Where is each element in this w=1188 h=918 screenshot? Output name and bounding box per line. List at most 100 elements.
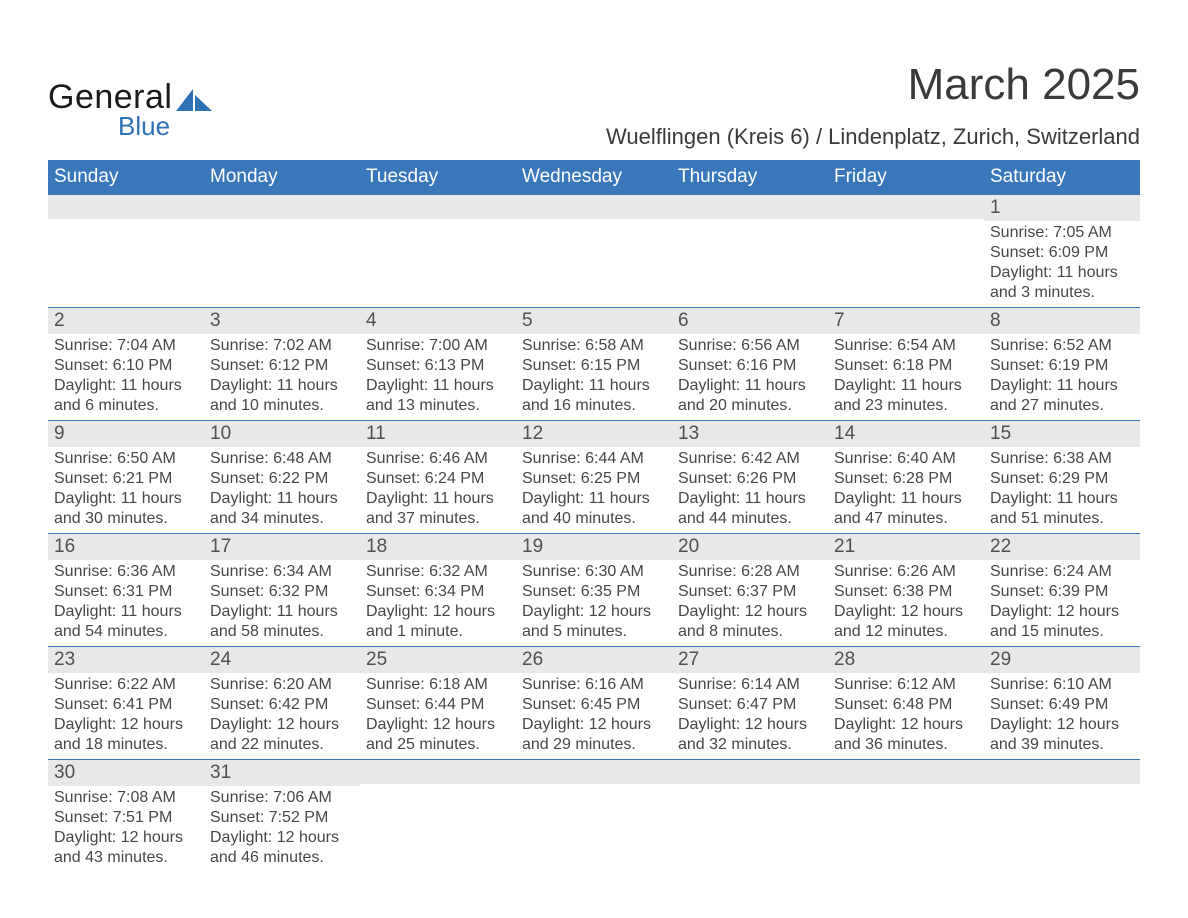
week-row: 1Sunrise: 7:05 AMSunset: 6:09 PMDaylight… <box>48 194 1140 307</box>
day-number: 9 <box>48 421 204 447</box>
day-cell: 26Sunrise: 6:16 AMSunset: 6:45 PMDayligh… <box>516 647 672 759</box>
sunset-line: Sunset: 6:41 PM <box>54 695 198 715</box>
weekday-label: Thursday <box>672 160 828 194</box>
sunrise-line: Sunrise: 6:20 AM <box>210 675 354 695</box>
day-number: 29 <box>984 647 1140 673</box>
weekday-label: Saturday <box>984 160 1140 194</box>
title-block: March 2025 Wuelflingen (Kreis 6) / Linde… <box>606 60 1140 150</box>
sunset-line: Sunset: 6:42 PM <box>210 695 354 715</box>
daylight-line: and 46 minutes. <box>210 848 354 868</box>
daylight-line: and 13 minutes. <box>366 396 510 416</box>
weekday-label: Monday <box>204 160 360 194</box>
sunset-line: Sunset: 6:44 PM <box>366 695 510 715</box>
day-number: 23 <box>48 647 204 673</box>
daylight-line: and 36 minutes. <box>834 735 978 755</box>
day-cell: 17Sunrise: 6:34 AMSunset: 6:32 PMDayligh… <box>204 534 360 646</box>
day-number: 2 <box>48 308 204 334</box>
daylight-line: and 6 minutes. <box>54 396 198 416</box>
sunrise-line: Sunrise: 6:32 AM <box>366 562 510 582</box>
day-number: 28 <box>828 647 984 673</box>
day-number <box>828 760 984 784</box>
daylight-line: Daylight: 12 hours <box>834 602 978 622</box>
daylight-line: Daylight: 11 hours <box>990 376 1134 396</box>
daylight-line: Daylight: 12 hours <box>54 828 198 848</box>
empty-day-cell <box>516 760 672 872</box>
sunrise-line: Sunrise: 7:05 AM <box>990 223 1134 243</box>
day-number: 5 <box>516 308 672 334</box>
day-cell: 28Sunrise: 6:12 AMSunset: 6:48 PMDayligh… <box>828 647 984 759</box>
daylight-line: Daylight: 11 hours <box>54 376 198 396</box>
day-number: 19 <box>516 534 672 560</box>
day-number: 18 <box>360 534 516 560</box>
sunset-line: Sunset: 6:10 PM <box>54 356 198 376</box>
week-row: 2Sunrise: 7:04 AMSunset: 6:10 PMDaylight… <box>48 307 1140 420</box>
logo-text-blue: Blue <box>118 111 212 142</box>
sunrise-line: Sunrise: 6:38 AM <box>990 449 1134 469</box>
day-number: 11 <box>360 421 516 447</box>
day-cell: 16Sunrise: 6:36 AMSunset: 6:31 PMDayligh… <box>48 534 204 646</box>
day-number: 13 <box>672 421 828 447</box>
daylight-line: Daylight: 11 hours <box>210 489 354 509</box>
sunset-line: Sunset: 6:13 PM <box>366 356 510 376</box>
daylight-line: Daylight: 12 hours <box>990 715 1134 735</box>
day-number <box>516 195 672 219</box>
day-number: 15 <box>984 421 1140 447</box>
daylight-line: and 37 minutes. <box>366 509 510 529</box>
daylight-line: Daylight: 11 hours <box>210 602 354 622</box>
day-number: 16 <box>48 534 204 560</box>
day-number <box>828 195 984 219</box>
title-month: March 2025 <box>606 60 1140 110</box>
week-row: 9Sunrise: 6:50 AMSunset: 6:21 PMDaylight… <box>48 420 1140 533</box>
sunset-line: Sunset: 6:26 PM <box>678 469 822 489</box>
sunrise-line: Sunrise: 6:56 AM <box>678 336 822 356</box>
daylight-line: and 5 minutes. <box>522 622 666 642</box>
daylight-line: and 54 minutes. <box>54 622 198 642</box>
daylight-line: Daylight: 12 hours <box>210 715 354 735</box>
day-cell: 25Sunrise: 6:18 AMSunset: 6:44 PMDayligh… <box>360 647 516 759</box>
day-cell: 19Sunrise: 6:30 AMSunset: 6:35 PMDayligh… <box>516 534 672 646</box>
daylight-line: and 29 minutes. <box>522 735 666 755</box>
day-cell: 31Sunrise: 7:06 AMSunset: 7:52 PMDayligh… <box>204 760 360 872</box>
week-row: 23Sunrise: 6:22 AMSunset: 6:41 PM Dayligh… <box>48 646 1140 759</box>
daylight-line: Daylight: 11 hours <box>990 489 1134 509</box>
day-number: 26 <box>516 647 672 673</box>
day-cell: 1Sunrise: 7:05 AMSunset: 6:09 PMDaylight… <box>984 195 1140 307</box>
day-cell: 27Sunrise: 6:14 AMSunset: 6:47 PMDayligh… <box>672 647 828 759</box>
sunset-line: Sunset: 6:18 PM <box>834 356 978 376</box>
daylight-line: Daylight: 12 hours <box>210 828 354 848</box>
day-number: 7 <box>828 308 984 334</box>
day-cell: 7Sunrise: 6:54 AMSunset: 6:18 PMDaylight… <box>828 308 984 420</box>
day-cell: 8Sunrise: 6:52 AMSunset: 6:19 PMDaylight… <box>984 308 1140 420</box>
daylight-line: Daylight: 11 hours <box>54 489 198 509</box>
daylight-line: and 58 minutes. <box>210 622 354 642</box>
sunrise-line: Sunrise: 6:30 AM <box>522 562 666 582</box>
day-number: 22 <box>984 534 1140 560</box>
header-row: General Blue March 2025 Wuelflingen (Kre… <box>48 60 1140 150</box>
sunset-line: Sunset: 6:34 PM <box>366 582 510 602</box>
sunrise-line: Sunrise: 7:02 AM <box>210 336 354 356</box>
daylight-line: Daylight: 11 hours <box>522 489 666 509</box>
day-cell: 22Sunrise: 6:24 AMSunset: 6:39 PMDayligh… <box>984 534 1140 646</box>
day-cell: 4Sunrise: 7:00 AMSunset: 6:13 PMDaylight… <box>360 308 516 420</box>
day-cell: 21Sunrise: 6:26 AMSunset: 6:38 PMDayligh… <box>828 534 984 646</box>
daylight-line: and 40 minutes. <box>522 509 666 529</box>
daylight-line: Daylight: 11 hours <box>366 489 510 509</box>
sunset-line: Sunset: 6:39 PM <box>990 582 1134 602</box>
day-cell: 20Sunrise: 6:28 AMSunset: 6:37 PMDayligh… <box>672 534 828 646</box>
daylight-line: and 22 minutes. <box>210 735 354 755</box>
daylight-line: Daylight: 11 hours <box>54 602 198 622</box>
daylight-line: and 43 minutes. <box>54 848 198 868</box>
day-cell: 15Sunrise: 6:38 AMSunset: 6:29 PMDayligh… <box>984 421 1140 533</box>
daylight-line: and 44 minutes. <box>678 509 822 529</box>
day-number: 6 <box>672 308 828 334</box>
daylight-line: and 18 minutes. <box>54 735 198 755</box>
empty-day-cell <box>984 760 1140 872</box>
empty-day-cell <box>516 195 672 307</box>
sunset-line: Sunset: 6:49 PM <box>990 695 1134 715</box>
day-cell: 12Sunrise: 6:44 AMSunset: 6:25 PMDayligh… <box>516 421 672 533</box>
sunrise-line: Sunrise: 6:10 AM <box>990 675 1134 695</box>
day-number: 17 <box>204 534 360 560</box>
sunrise-line: Sunrise: 6:22 AM <box>54 675 198 695</box>
sunset-line: Sunset: 6:09 PM <box>990 243 1134 263</box>
empty-day-cell <box>828 195 984 307</box>
